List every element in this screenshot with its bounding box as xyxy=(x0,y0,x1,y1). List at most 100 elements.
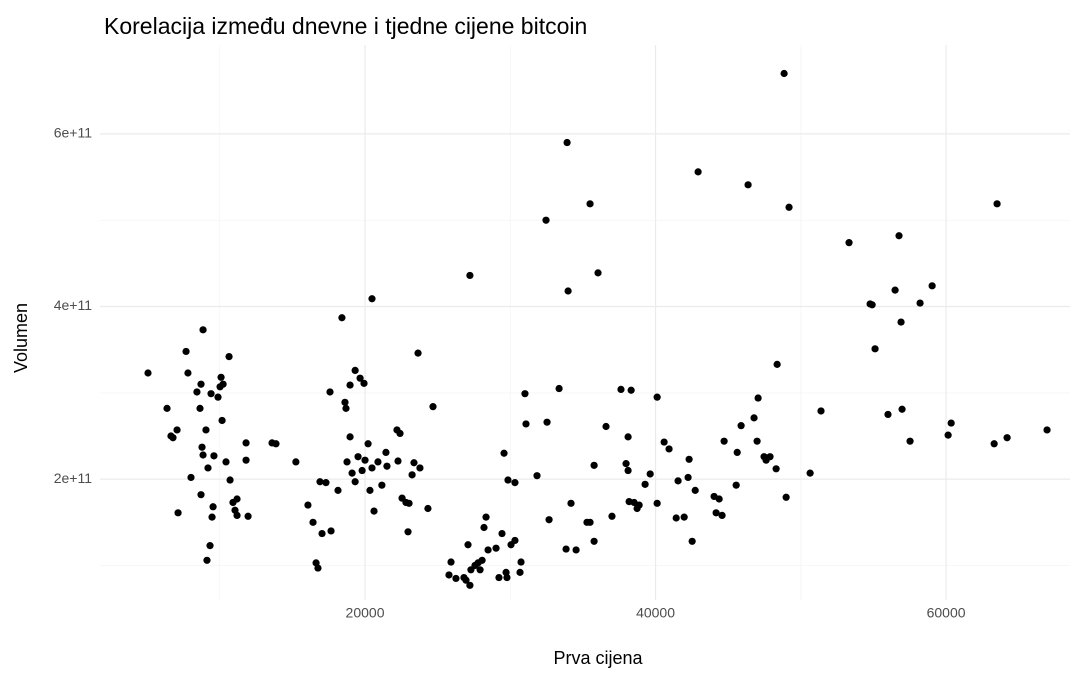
point xyxy=(184,369,192,377)
point xyxy=(173,426,181,434)
point xyxy=(715,495,723,503)
point xyxy=(594,269,602,277)
point xyxy=(871,345,879,353)
point xyxy=(845,239,853,247)
point xyxy=(680,513,688,521)
point xyxy=(754,394,762,402)
point xyxy=(346,381,354,389)
point xyxy=(895,232,903,240)
point xyxy=(378,481,386,489)
point xyxy=(990,440,998,448)
point xyxy=(368,295,376,303)
point xyxy=(342,404,350,412)
point xyxy=(408,471,416,479)
point xyxy=(516,568,524,576)
point xyxy=(404,528,412,536)
point xyxy=(627,386,635,394)
point xyxy=(338,314,346,322)
point xyxy=(405,499,413,507)
point xyxy=(590,537,598,545)
y-tick-label: 2e+11 xyxy=(54,470,92,486)
point xyxy=(334,486,342,494)
point xyxy=(217,373,225,381)
point xyxy=(500,449,508,457)
point xyxy=(504,476,512,484)
point xyxy=(665,445,673,453)
point xyxy=(660,438,668,446)
point xyxy=(382,448,390,457)
point xyxy=(394,457,402,465)
point xyxy=(304,501,312,509)
point xyxy=(780,69,788,78)
point xyxy=(543,418,551,426)
point xyxy=(542,216,550,224)
point xyxy=(202,426,210,434)
point xyxy=(226,476,234,484)
point xyxy=(225,352,233,361)
point xyxy=(209,503,217,511)
point xyxy=(897,318,905,326)
point xyxy=(772,465,780,473)
point xyxy=(993,200,1001,208)
point xyxy=(641,480,649,488)
point xyxy=(356,374,364,382)
point xyxy=(590,461,598,469)
point xyxy=(358,466,366,475)
point xyxy=(753,437,761,445)
point xyxy=(383,462,391,470)
point xyxy=(414,349,422,357)
point xyxy=(482,513,490,521)
point xyxy=(208,513,216,521)
point xyxy=(562,545,570,553)
point xyxy=(197,380,205,388)
point xyxy=(466,271,474,280)
y-axis-label: Volumen xyxy=(11,303,31,373)
point xyxy=(495,573,503,582)
point xyxy=(694,168,702,176)
y-tick-label: 6e+11 xyxy=(54,125,92,141)
point xyxy=(674,477,682,485)
point xyxy=(424,504,432,513)
point xyxy=(624,433,632,441)
point xyxy=(210,452,218,460)
point xyxy=(773,360,781,368)
point xyxy=(498,529,506,538)
point xyxy=(806,469,814,477)
point xyxy=(737,422,745,430)
point xyxy=(196,404,204,412)
point xyxy=(204,464,212,472)
point xyxy=(884,410,892,419)
point xyxy=(174,509,182,517)
point xyxy=(416,464,424,472)
point xyxy=(602,422,610,431)
point xyxy=(326,388,334,396)
point xyxy=(484,546,492,554)
x-axis-label: Prva cijena xyxy=(553,648,643,668)
point xyxy=(517,558,525,566)
point xyxy=(586,200,594,208)
point xyxy=(366,486,374,494)
point xyxy=(521,390,529,398)
point xyxy=(163,404,171,412)
point xyxy=(533,472,541,480)
point xyxy=(207,390,215,398)
point xyxy=(351,478,359,486)
point xyxy=(361,456,369,464)
point xyxy=(622,460,630,468)
point xyxy=(522,420,530,428)
point xyxy=(374,458,382,466)
point xyxy=(685,455,693,463)
chart-title: Korelacija između dnevne i tjedne cijene… xyxy=(104,13,587,39)
point xyxy=(466,581,474,589)
point xyxy=(545,516,553,524)
point xyxy=(672,514,680,522)
point xyxy=(354,453,362,461)
point xyxy=(197,491,205,499)
point xyxy=(360,379,368,387)
point xyxy=(370,507,378,515)
point xyxy=(169,434,177,442)
point xyxy=(928,282,936,290)
point xyxy=(199,451,207,459)
point xyxy=(410,459,418,467)
point xyxy=(732,481,740,489)
